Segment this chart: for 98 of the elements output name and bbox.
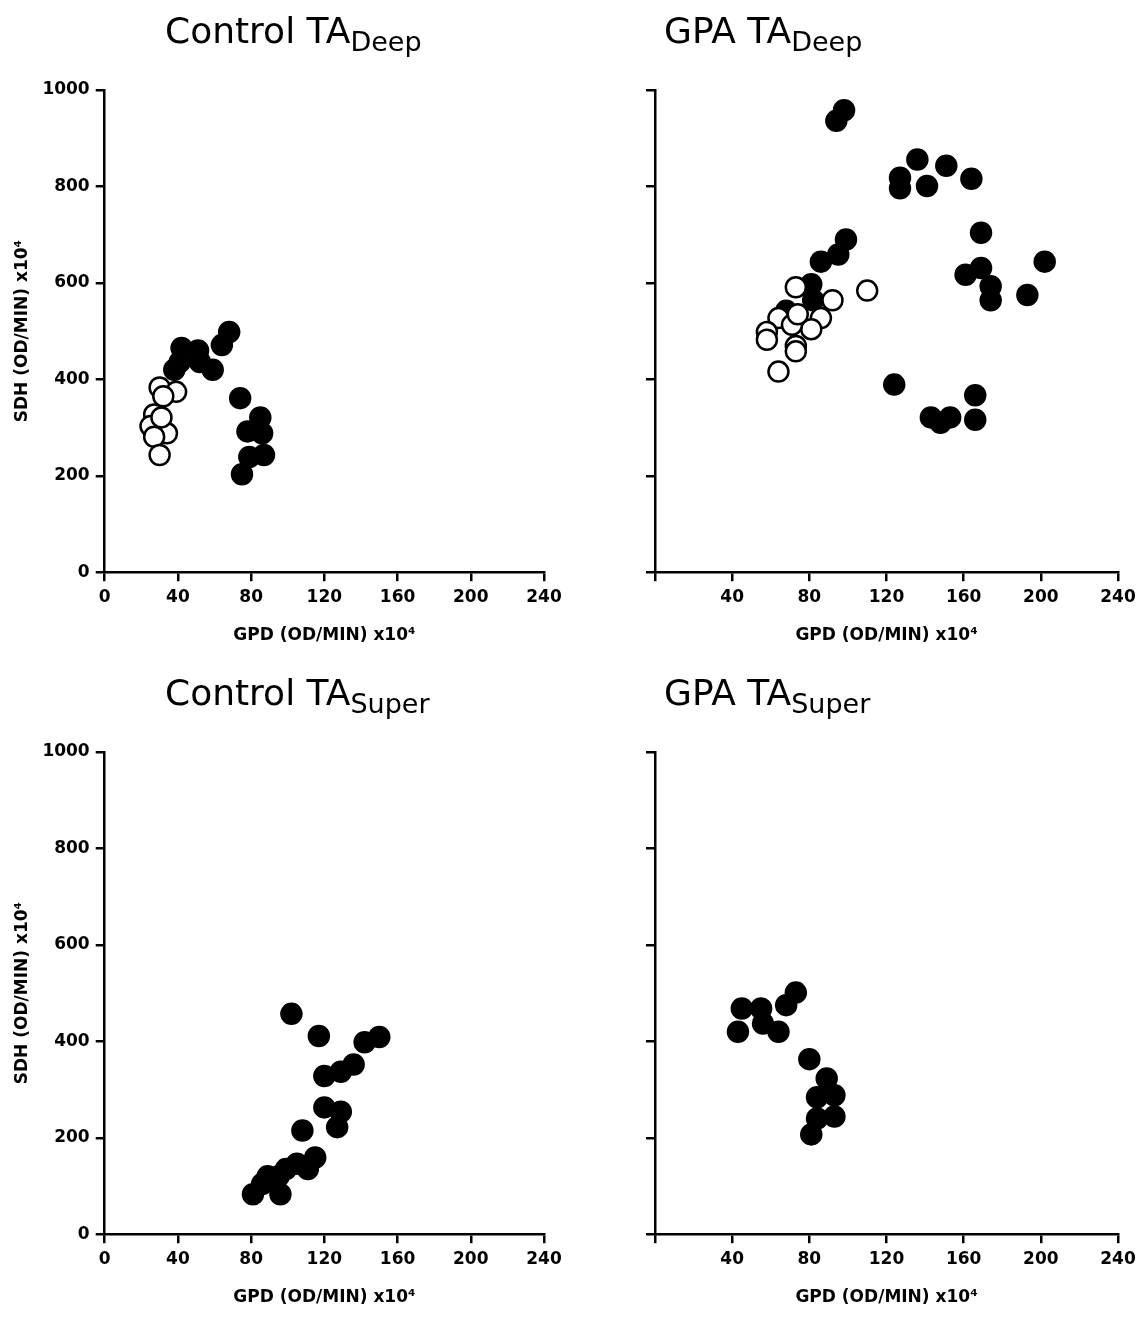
x-tick-label: 200 [1023, 585, 1059, 606]
point [832, 99, 856, 122]
point [882, 373, 906, 396]
x-tick-label: 120 [868, 585, 905, 606]
x-tick-label: 80 [239, 585, 264, 606]
point [325, 1115, 349, 1139]
chart-title: Control TA$_{Super}$ [165, 672, 430, 720]
point [954, 263, 977, 286]
x-tick-label: 0 [98, 1247, 111, 1268]
point [784, 275, 808, 299]
chart-title: GPA TA$_{Super}$ [664, 672, 871, 720]
point [726, 1020, 750, 1043]
x-tick-label: 120 [868, 1247, 905, 1268]
x-axis-title: GPD (OD/MIN) x10⁴ [795, 1286, 978, 1307]
point [1033, 250, 1056, 273]
y-tick-label: 0 [77, 560, 90, 581]
point [238, 445, 261, 469]
point [280, 1002, 303, 1026]
x-tick-label: 0 [98, 585, 111, 606]
x-tick-label: 40 [166, 1247, 190, 1268]
y-tick-label: 400 [54, 367, 90, 388]
point [148, 443, 171, 467]
x-tick-label: 80 [797, 1247, 822, 1268]
point [800, 317, 823, 341]
chart-title: GPA TA$_{Deep}$ [664, 10, 863, 58]
x-tick-label: 200 [453, 585, 489, 606]
point [291, 1119, 314, 1142]
x-tick-label: 160 [945, 1247, 982, 1268]
point [201, 358, 224, 381]
point [821, 288, 844, 312]
y-axis-title: SDH (OD/MIN) x10⁴ [10, 239, 31, 423]
x-tick-label: 160 [379, 1247, 416, 1268]
x-axis-title: GPD (OD/MIN) x10⁴ [795, 624, 978, 645]
y-tick-label: 0 [77, 1222, 90, 1243]
point [250, 1172, 274, 1196]
point [798, 1047, 821, 1071]
point [784, 340, 808, 363]
x-tick-label: 40 [720, 1247, 745, 1268]
point [960, 167, 983, 190]
x-tick-label: 240 [526, 585, 562, 606]
point [307, 1024, 331, 1048]
point [755, 328, 779, 352]
y-axis-title: SDH (OD/MIN) x10⁴ [10, 901, 31, 1085]
point [938, 406, 962, 429]
point [963, 408, 987, 432]
point [313, 1064, 336, 1088]
x-tick-label: 120 [306, 1247, 343, 1268]
point [827, 243, 850, 266]
x-tick-label: 120 [306, 585, 343, 606]
x-tick-label: 40 [720, 585, 745, 606]
point [800, 1123, 823, 1146]
x-tick-label: 160 [945, 585, 982, 606]
x-tick-label: 40 [166, 585, 190, 606]
point [935, 154, 958, 177]
point [809, 250, 833, 273]
y-tick-label: 600 [54, 271, 90, 292]
point [969, 221, 993, 244]
point [142, 425, 166, 448]
chart-title: Control TA$_{Deep}$ [165, 10, 422, 58]
point [163, 358, 186, 381]
point [230, 463, 254, 486]
y-tick-label: 600 [54, 933, 90, 954]
point [152, 384, 175, 408]
point [906, 148, 929, 171]
point [767, 1020, 790, 1043]
point [150, 406, 173, 429]
point [915, 174, 939, 198]
x-tick-label: 200 [453, 1247, 489, 1268]
point [210, 333, 234, 357]
x-tick-label: 200 [1023, 1247, 1059, 1268]
y-tick-label: 400 [54, 1029, 90, 1050]
point [368, 1025, 391, 1049]
y-tick-label: 800 [54, 174, 90, 195]
x-axis-title: GPD (OD/MIN) x10⁴ [233, 1286, 416, 1307]
point [855, 279, 879, 302]
point [805, 1086, 829, 1109]
y-tick-label: 1000 [42, 740, 90, 761]
point [228, 386, 252, 410]
y-tick-label: 200 [54, 1126, 90, 1147]
y-tick-label: 1000 [42, 78, 90, 99]
x-tick-label: 80 [797, 585, 822, 606]
point [269, 1182, 292, 1206]
point [767, 360, 790, 383]
x-tick-label: 80 [239, 1247, 264, 1268]
x-tick-label: 240 [526, 1247, 562, 1268]
x-tick-label: 160 [379, 585, 416, 606]
point [1016, 283, 1039, 307]
point [774, 993, 798, 1017]
point [963, 383, 987, 407]
x-tick-label: 240 [1100, 1247, 1136, 1268]
y-tick-label: 200 [54, 464, 90, 485]
point [815, 1067, 838, 1090]
x-tick-label: 240 [1100, 585, 1136, 606]
y-tick-label: 800 [54, 836, 90, 857]
point [751, 1012, 775, 1035]
point [730, 997, 754, 1020]
x-axis-title: GPD (OD/MIN) x10⁴ [233, 624, 416, 645]
point [786, 302, 810, 326]
